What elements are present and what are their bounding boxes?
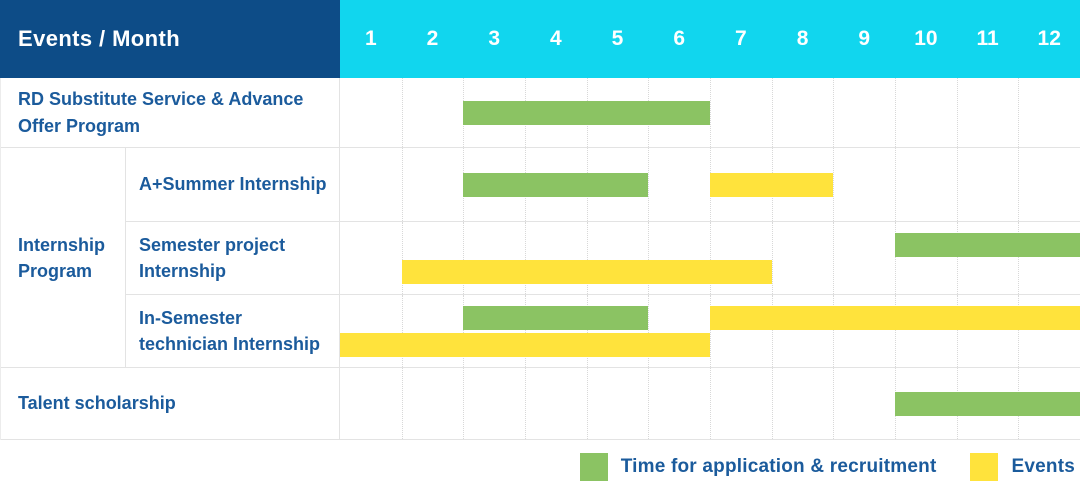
table-row: Talent scholarship: [1, 368, 1080, 440]
month-gridline: [771, 295, 774, 367]
gantt-bar-application: [895, 392, 1080, 416]
month-gridline: [833, 222, 835, 294]
month-gridline: [771, 222, 774, 294]
month-gridline: [340, 368, 341, 439]
gantt-bar-application: [463, 306, 649, 330]
month-header: 1 2 3 4 5 6 7 8 9 10 11 12: [340, 0, 1080, 78]
month-gridline: [956, 222, 959, 294]
month-gridline: [833, 78, 835, 147]
month-gridline: [956, 148, 959, 221]
month-gridline: [463, 222, 465, 294]
month-gridline: [586, 368, 589, 439]
row-label: A+Summer Internship: [126, 148, 340, 222]
month-gridline: [710, 368, 712, 439]
month-gridline: [895, 148, 897, 221]
gantt-chart-row: [340, 222, 1080, 295]
month-header-10: 10: [914, 27, 938, 50]
month-gridline: [340, 222, 341, 294]
month-gridline: [401, 368, 404, 439]
month-gridline: [648, 148, 650, 221]
table-row: In-Semester technician Internship: [1, 295, 1080, 368]
legend: Time for application & recruitment Event…: [0, 440, 1080, 494]
corner-header: Events / Month: [0, 0, 340, 78]
gantt-bar-event: [401, 260, 772, 284]
table-row: Semester project Internship: [1, 222, 1080, 295]
gantt-chart-row: [340, 368, 1080, 440]
legend-event-swatch: [970, 453, 999, 481]
month-gridline: [463, 295, 465, 367]
month-gridline: [1018, 222, 1020, 294]
month-gridline: [463, 368, 465, 439]
month-gridline: [340, 78, 341, 147]
month-header-1: 1: [364, 27, 377, 50]
month-gridline: [833, 148, 835, 221]
month-gridline: [401, 78, 404, 147]
row-label: Semester project Internship: [126, 222, 340, 295]
month-gridline: [895, 78, 897, 147]
row-group-label: Internship Program: [1, 148, 126, 368]
month-gridline: [586, 295, 589, 367]
month-gridline: [401, 222, 404, 294]
month-gridline: [586, 222, 589, 294]
month-gridline: [833, 295, 835, 367]
table-row: RD Substitute Service & Advance Offer Pr…: [1, 78, 1080, 148]
month-header-7: 7: [735, 27, 747, 50]
month-gridline: [340, 148, 341, 221]
month-gridline: [648, 295, 650, 367]
month-gridline: [895, 295, 897, 367]
month-header-4: 4: [550, 27, 562, 50]
month-header-5: 5: [611, 27, 624, 50]
month-gridline: [1018, 78, 1020, 147]
month-header-6: 6: [673, 27, 686, 50]
table-body: RD Substitute Service & Advance Offer Pr…: [0, 78, 1080, 440]
legend-application-swatch: [579, 453, 608, 481]
row-label: Talent scholarship: [1, 368, 340, 440]
gantt-bar-application: [463, 101, 710, 125]
month-header-11: 11: [976, 27, 999, 50]
legend-event-label: Events: [1011, 456, 1075, 477]
gantt-chart-row: [340, 295, 1080, 368]
month-header-2: 2: [426, 27, 439, 50]
month-gridline: [525, 222, 527, 294]
month-gridline: [833, 368, 835, 439]
month-gridline: [956, 295, 959, 367]
month-gridline: [710, 222, 712, 294]
month-gridline: [525, 368, 527, 439]
month-gridline: [710, 78, 712, 147]
table-row: A+Summer Internship: [1, 148, 1080, 222]
month-gridline: [1018, 148, 1020, 221]
month-header-8: 8: [796, 27, 809, 50]
gantt-bar-application: [895, 233, 1080, 257]
gantt-bar-event: [710, 306, 1080, 330]
month-header-3: 3: [488, 27, 501, 50]
gantt-chart-row: [340, 78, 1080, 148]
gantt-bar-event: [710, 173, 834, 197]
row-label: In-Semester technician Internship: [126, 295, 340, 368]
month-gridline: [710, 295, 712, 367]
row-label: RD Substitute Service & Advance Offer Pr…: [1, 78, 340, 148]
month-header-9: 9: [858, 27, 871, 50]
month-header-12: 12: [1037, 27, 1061, 50]
legend-application-label: Time for application & recruitment: [620, 456, 937, 477]
group-spacer: [1, 295, 126, 368]
month-gridline: [771, 368, 774, 439]
gantt-chart-row: [340, 148, 1080, 222]
month-gridline: [401, 295, 404, 367]
month-gridline: [1018, 295, 1020, 367]
month-gridline: [648, 222, 650, 294]
month-gridline: [525, 295, 527, 367]
gantt-bar-application: [463, 173, 649, 197]
month-gridline: [648, 368, 650, 439]
month-gridline: [956, 78, 959, 147]
table-header: Events / Month 1 2 3 4 5 6 7 8 9 10 11 12: [0, 0, 1080, 78]
gantt-bar-event: [340, 333, 710, 357]
month-gridline: [771, 78, 774, 147]
month-gridline: [895, 222, 897, 294]
month-gridline: [401, 148, 404, 221]
